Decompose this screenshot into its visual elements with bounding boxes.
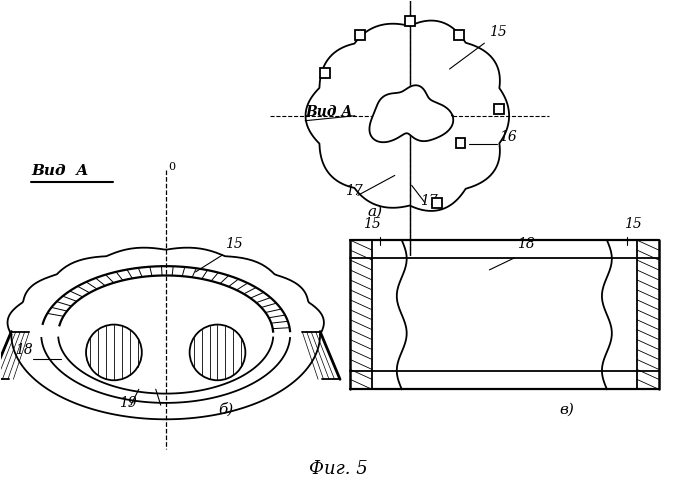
Text: Вид  А: Вид А [31,164,89,178]
Text: а): а) [368,204,383,218]
Bar [320,68,331,78]
Text: 16: 16 [500,130,517,143]
Bar [454,30,464,40]
Text: 15: 15 [624,217,642,231]
Text: 18: 18 [517,237,535,251]
Text: 15: 15 [363,217,381,231]
Text: 0: 0 [169,162,176,172]
Text: 17: 17 [345,184,363,198]
Bar [405,16,414,26]
Polygon shape [370,86,453,142]
Bar [432,198,441,208]
Text: б): б) [218,402,234,417]
Bar [456,138,466,147]
Text: Вид А: Вид А [305,105,353,118]
Text: 17: 17 [420,194,437,208]
Text: 15: 15 [226,237,243,251]
Text: 15: 15 [489,25,507,39]
Text: 18: 18 [16,344,33,357]
Text: в): в) [559,403,574,417]
Bar [494,104,504,115]
Bar [356,30,365,40]
Text: 19: 19 [119,396,137,410]
Text: Фиг. 5: Фиг. 5 [309,460,367,478]
